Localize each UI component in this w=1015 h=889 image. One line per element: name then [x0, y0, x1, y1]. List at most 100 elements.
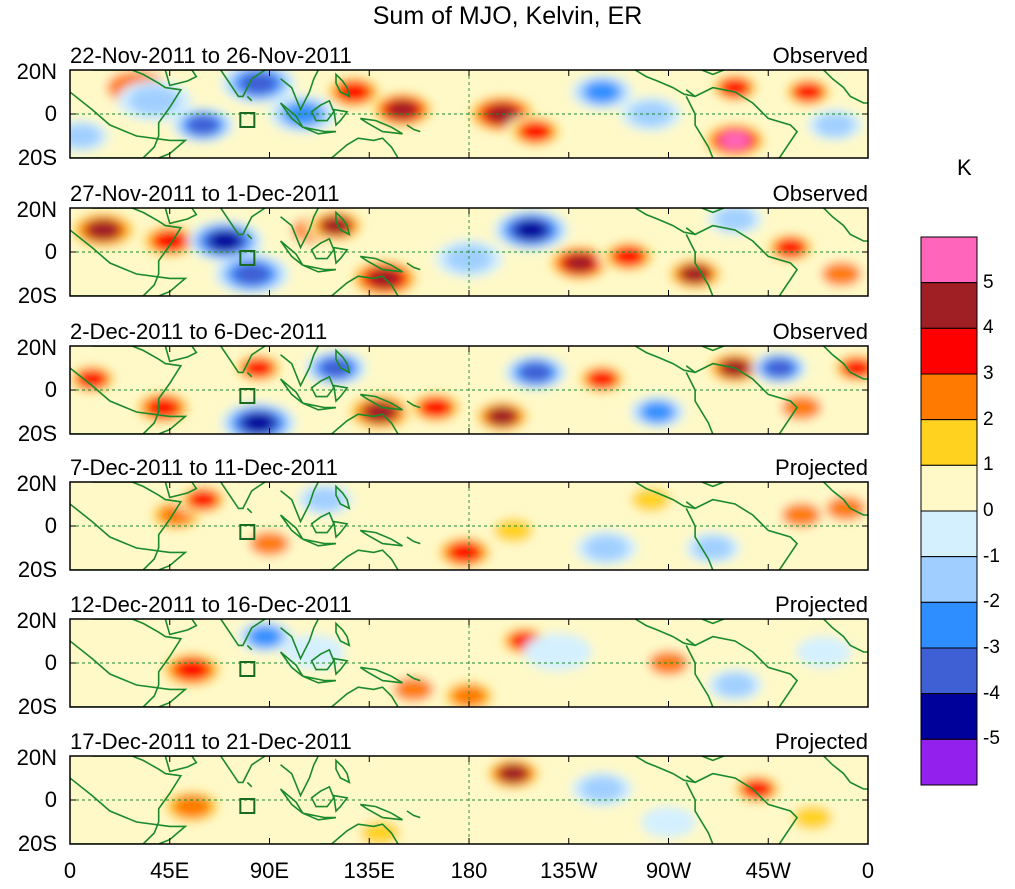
anomaly-blob: [147, 397, 179, 418]
colorbar-swatch: [920, 236, 978, 284]
panel-status: Projected: [775, 592, 868, 617]
anomaly-blob: [715, 208, 755, 231]
anomaly-blob: [815, 113, 855, 137]
x-tick-label: 0: [63, 858, 77, 883]
y-tick-label: 20N: [16, 59, 57, 84]
anomaly-blob: [610, 245, 647, 268]
anomaly-blob: [150, 229, 189, 253]
y-tick-label: 20S: [17, 557, 57, 582]
anomaly-blob: [451, 685, 487, 707]
anomaly-blob: [641, 806, 696, 838]
y-tick-label: 0: [44, 101, 57, 126]
anomaly-blob: [320, 358, 352, 378]
coastlines: [52, 70, 868, 158]
colorbar-swatch: [920, 419, 978, 466]
anomaly-blob: [360, 821, 401, 844]
anomaly-blob: [519, 362, 552, 383]
anomaly-blob: [679, 264, 711, 284]
anomaly-blob: [234, 263, 270, 285]
colorbar-swatch: [920, 282, 978, 329]
panel-date-range: 27-Nov-2011 to 1-Dec-2011: [70, 181, 340, 206]
anomaly-blob: [249, 531, 290, 556]
region-box: [239, 661, 256, 677]
panel-1: [52, 208, 868, 296]
colorbar-swatch: [920, 556, 978, 603]
colorbar-swatch: [920, 738, 978, 786]
anomaly-blob: [791, 81, 825, 103]
anomaly-blob: [187, 115, 219, 135]
colorbar-label: -5: [983, 728, 1000, 750]
y-tick-label: 20N: [16, 335, 57, 360]
coastlines: [52, 346, 868, 434]
region-box: [239, 112, 256, 128]
panel-date-range: 7-Dec-2011 to 11-Dec-2011: [70, 455, 338, 480]
coastlines: [52, 208, 868, 296]
colorbar-swatch: [920, 327, 978, 375]
anomaly-blob: [693, 536, 733, 560]
anomaly-blob: [362, 401, 399, 423]
anomaly-blob: [209, 231, 242, 251]
anomaly-blob: [448, 542, 481, 563]
panel-3: [52, 482, 868, 570]
anomaly-blob: [175, 659, 209, 680]
anomaly-blob: [585, 368, 619, 390]
anomaly-blob: [740, 778, 774, 800]
anomaly-blob: [493, 518, 534, 543]
colorbar-label: 5: [983, 271, 994, 293]
colorbar-swatch: [920, 647, 978, 695]
colorbar-swatch: [920, 693, 978, 740]
panel-status: Observed: [772, 43, 868, 68]
region-box: [239, 250, 256, 266]
y-tick-label: 20S: [17, 694, 57, 719]
x-tick-label: 135E: [343, 858, 395, 883]
y-tick-label: 20N: [16, 471, 57, 496]
panel-date-range: 12-Dec-2011 to 16-Dec-2011: [70, 592, 352, 617]
anomaly-blob: [418, 396, 454, 419]
anomaly-blob: [305, 487, 345, 512]
anomaly-blob: [70, 124, 101, 148]
anomaly-blob: [715, 673, 755, 697]
colorbar-swatch: [920, 601, 978, 649]
anomaly-blob: [283, 634, 345, 670]
anomaly-blob: [497, 763, 529, 784]
anomaly-blob: [242, 357, 275, 379]
y-tick-label: 20N: [16, 197, 57, 222]
colorbar-swatch: [920, 510, 978, 558]
anomaly-blob: [387, 100, 418, 120]
anomaly-blob: [840, 357, 868, 379]
y-tick-label: 20N: [16, 608, 57, 633]
coastlines: [52, 482, 868, 570]
colorbar-label: -2: [983, 591, 1000, 613]
anomaly-blob: [796, 636, 852, 668]
region-box: [239, 798, 256, 814]
panel-5: [70, 756, 868, 844]
anomaly-blob: [718, 77, 752, 98]
colorbar-label: 4: [983, 317, 994, 339]
anomaly-blob: [631, 487, 671, 512]
panel-4: [52, 619, 868, 707]
anomaly-blob: [515, 220, 548, 240]
anomaly-blob: [486, 406, 518, 427]
coastlines: [52, 619, 868, 707]
x-tick-label: 90W: [645, 858, 692, 883]
panel-date-range: 17-Dec-2011 to 21-Dec-2011: [70, 729, 352, 754]
anomaly-blob: [580, 776, 624, 802]
y-tick-label: 0: [44, 650, 57, 675]
y-tick-label: 20N: [16, 745, 57, 770]
colorbar-label: 0: [983, 500, 994, 521]
y-tick-label: 20S: [17, 831, 57, 856]
colorbar-swatch: [920, 373, 978, 421]
y-tick-label: 0: [44, 787, 57, 812]
x-tick-label: 135W: [540, 858, 598, 883]
panel-status: Projected: [775, 455, 868, 480]
anomaly-blob: [826, 496, 866, 521]
x-tick-label: 45E: [150, 858, 190, 883]
anomaly-blob: [240, 72, 277, 94]
anomaly-blob: [719, 130, 751, 150]
anomaly-blob: [186, 489, 220, 510]
chart-title: Sum of MJO, Kelvin, ER: [372, 2, 643, 30]
anomaly-blob: [648, 651, 689, 675]
anomaly-blob: [523, 633, 592, 671]
y-tick-label: 20S: [17, 421, 57, 446]
